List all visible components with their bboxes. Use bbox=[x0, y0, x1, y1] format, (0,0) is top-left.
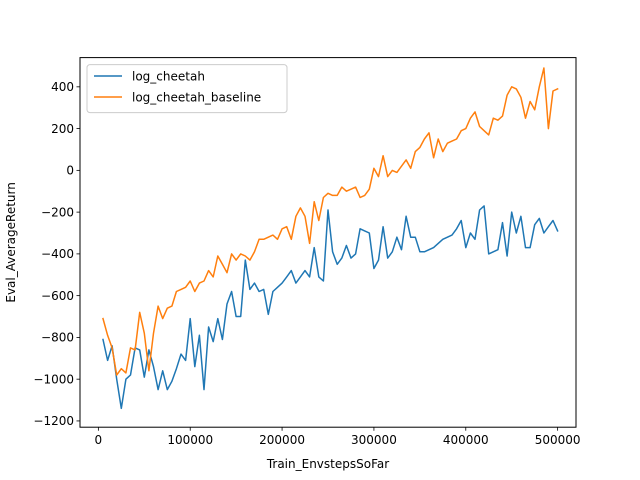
series-line-log-cheetah-baseline bbox=[102, 67, 559, 376]
x-tick-label: 200000 bbox=[259, 433, 305, 447]
legend-label-log-cheetah-baseline: log_cheetah_baseline bbox=[132, 90, 261, 104]
y-axis-label: Eval_AverageReturn bbox=[4, 182, 18, 302]
y-tick-label: −200 bbox=[41, 205, 74, 219]
legend-label-log-cheetah: log_cheetah bbox=[132, 69, 205, 83]
x-tick-label: 100000 bbox=[167, 433, 213, 447]
y-tick-label: 0 bbox=[66, 164, 74, 178]
legend: log_cheetah log_cheetah_baseline bbox=[86, 64, 288, 114]
x-axis-label: Train_EnvstepsSoFar bbox=[266, 457, 389, 471]
y-tick-label: −600 bbox=[41, 289, 74, 303]
y-tick-label: −1000 bbox=[33, 372, 74, 386]
x-tick-label: 500000 bbox=[535, 433, 581, 447]
x-tick-label: 300000 bbox=[351, 433, 397, 447]
series-lines bbox=[102, 67, 559, 410]
y-tick-label: −800 bbox=[41, 331, 74, 345]
y-tick-label: 400 bbox=[51, 80, 74, 94]
y-tick-label: 200 bbox=[51, 122, 74, 136]
legend-box bbox=[86, 64, 288, 114]
x-tick-label: 400000 bbox=[443, 433, 489, 447]
series-line-log-cheetah bbox=[102, 205, 559, 410]
y-tick-label: −1200 bbox=[33, 414, 74, 428]
x-axis-ticks: 0 100000 200000 300000 400000 500000 bbox=[95, 427, 581, 447]
y-tick-label: −400 bbox=[41, 247, 74, 261]
x-tick-label: 0 bbox=[95, 433, 103, 447]
y-axis-ticks: −1200 −1000 −800 −600 −400 −200 0 200 400 bbox=[33, 80, 80, 428]
plot-frame bbox=[79, 57, 577, 428]
